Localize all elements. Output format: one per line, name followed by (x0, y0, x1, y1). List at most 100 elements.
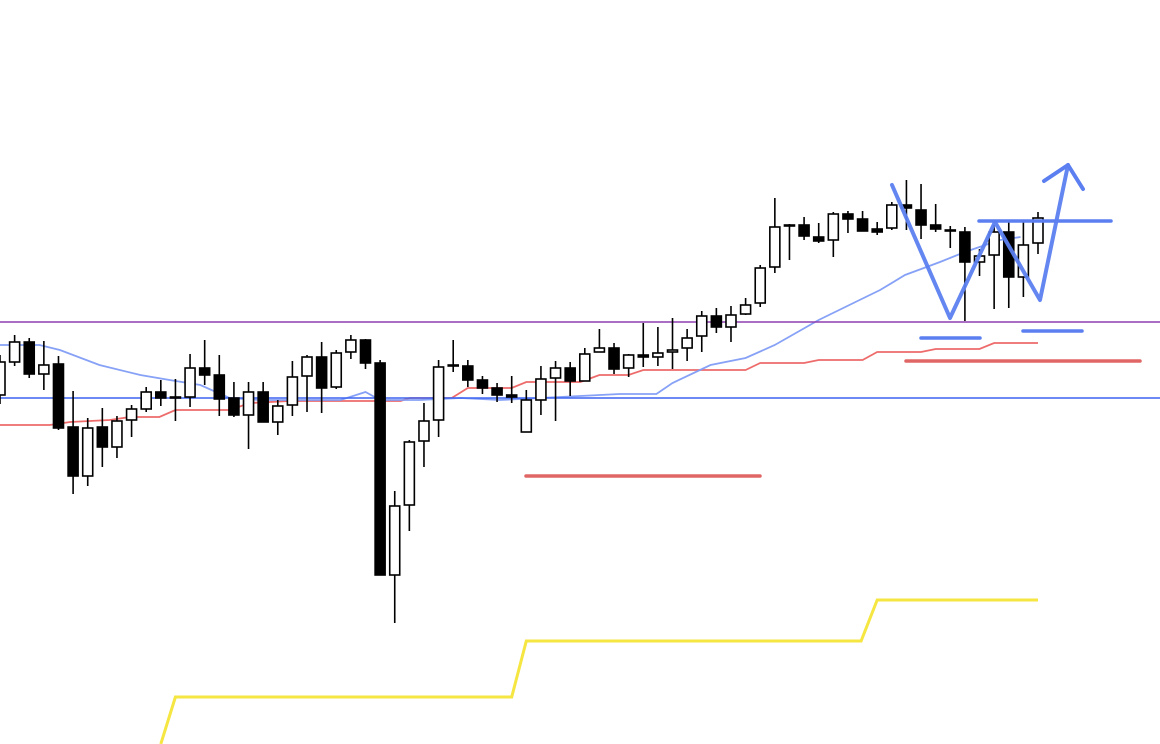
candle (754, 265, 767, 307)
candle (155, 380, 167, 406)
candle-body-bull (432, 366, 445, 421)
candle (827, 212, 840, 257)
candle (959, 227, 971, 321)
candle (388, 491, 401, 623)
candle-body-bull (8, 341, 21, 363)
candle-body-bull (681, 337, 693, 349)
candle (505, 376, 518, 403)
candle-body-bear (842, 213, 854, 220)
candle-body-bear (228, 397, 240, 416)
candle (783, 224, 796, 260)
candle (988, 225, 1000, 309)
candle-body-bull (520, 399, 533, 433)
candle-body-bear (67, 426, 79, 477)
candle-body-bear (812, 236, 825, 242)
candle (666, 318, 679, 369)
candle (1017, 221, 1030, 297)
candle-body-bear (476, 379, 489, 389)
candle-body-bull (330, 352, 343, 388)
candle-body-bear (52, 363, 65, 429)
candle (1002, 222, 1015, 308)
candle (798, 217, 810, 240)
candle-body-bear (315, 356, 328, 389)
candle-body-bull (301, 356, 313, 377)
candle-body-bull (695, 315, 708, 337)
candle (695, 311, 708, 352)
ma-fast-line (0, 236, 1021, 401)
candle (856, 211, 869, 232)
ma-yellow-line (159, 598, 1038, 744)
candle (38, 341, 50, 390)
candle (301, 355, 313, 412)
candle (491, 383, 503, 402)
candle (871, 222, 883, 235)
candle-body-bear (959, 231, 971, 263)
candle (257, 382, 269, 423)
annotations (524, 163, 1142, 478)
candle-body-bull (739, 304, 752, 315)
candle-body-bear (198, 367, 211, 376)
candle-body-bear (608, 347, 620, 370)
candle (944, 226, 957, 248)
candle-body-bull (593, 347, 606, 353)
candle (432, 360, 445, 437)
candle (125, 405, 138, 437)
candle (462, 360, 474, 387)
candle (842, 211, 854, 233)
candle-body-bear (915, 209, 927, 226)
candle-body-bull (827, 213, 840, 241)
candle (374, 360, 386, 576)
candle-body-bull (447, 364, 460, 367)
candle (681, 329, 693, 361)
ma-red-line (0, 342, 1038, 426)
candle (710, 308, 723, 333)
candle (345, 335, 357, 359)
candle-body-bull (622, 354, 635, 369)
candle (520, 390, 533, 433)
candle-body-bull (81, 427, 94, 477)
candle-body-bull (0, 361, 6, 396)
candle (242, 382, 255, 449)
candle (271, 400, 284, 435)
candle (315, 342, 328, 413)
candle-body-bull (666, 349, 679, 353)
candle (549, 361, 562, 421)
candle-body-bear (359, 339, 372, 364)
candle (81, 418, 94, 486)
candle (564, 362, 576, 396)
candle (111, 416, 123, 458)
candle-body-bull (125, 408, 138, 421)
candle-body-bull (403, 441, 416, 506)
candle (184, 354, 196, 407)
candle-body-bull (535, 378, 547, 401)
candle (915, 184, 927, 239)
candle (652, 327, 664, 366)
candle-body-bear (462, 365, 474, 381)
candle-body-bull (886, 204, 898, 229)
candle-body-bull (242, 391, 255, 416)
candle-body-bull (725, 314, 737, 328)
candle (535, 366, 547, 415)
candle-body-bear (798, 224, 810, 237)
candle-body-bear (710, 315, 723, 328)
candle (52, 356, 65, 430)
candle (0, 355, 6, 404)
candle (418, 403, 430, 467)
candle-body-bull (140, 391, 152, 410)
candle-body-bear (155, 391, 167, 399)
candle (593, 329, 606, 353)
moving-averages (0, 236, 1038, 744)
candle-body-bear (564, 367, 576, 382)
candle (476, 376, 489, 394)
candle (578, 348, 591, 382)
candle (447, 340, 460, 372)
candle (8, 335, 21, 366)
candle (359, 339, 372, 369)
candle-body-bull (184, 367, 196, 398)
candle-body-bear (23, 341, 36, 375)
candle (769, 198, 781, 273)
candle-body-bull (169, 396, 182, 399)
candle-body-bull (388, 505, 401, 576)
candle (1032, 212, 1044, 254)
